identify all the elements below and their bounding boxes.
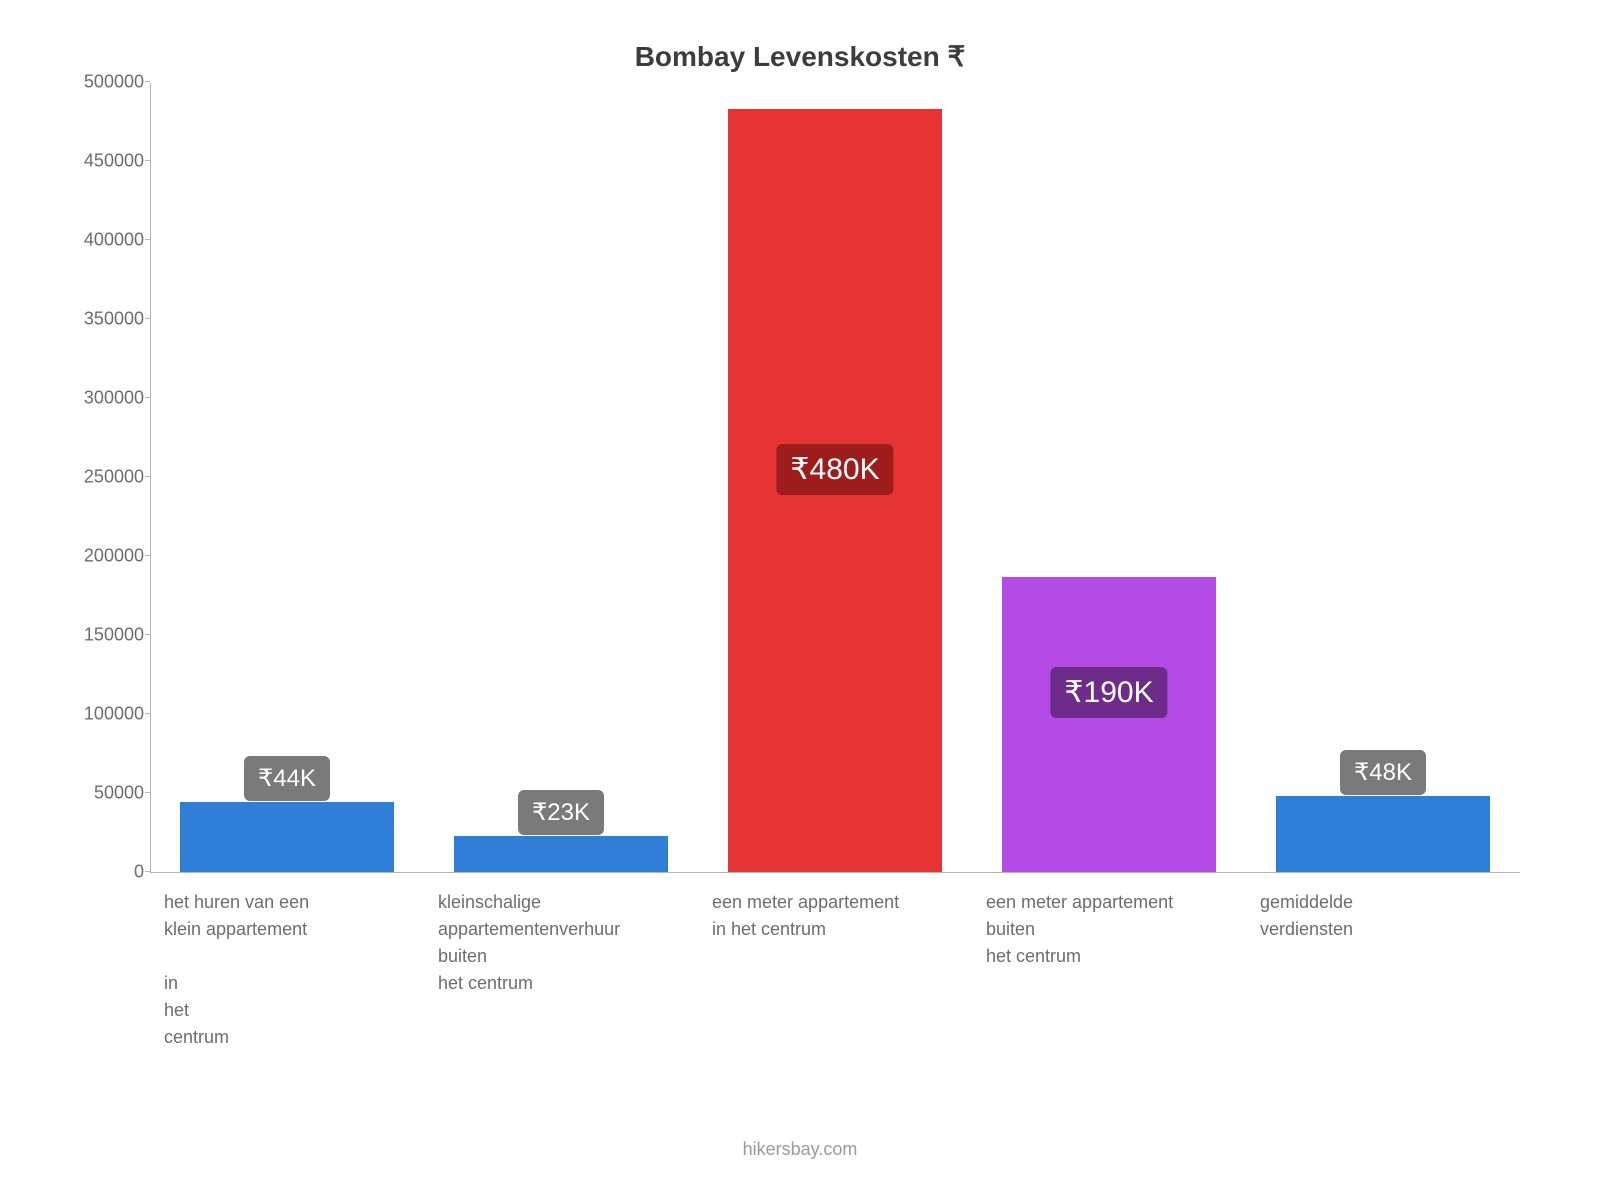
x-category-label: een meter appartementin het centrum [698,889,972,1051]
bar: ₹44K [180,802,394,872]
chart-container: Bombay Levenskosten ₹ 050000100000150000… [60,40,1540,1120]
x-category-label: kleinschaligeappartementenverhuurbuitenh… [424,889,698,1051]
x-category-label: het huren van eenklein appartementinhetc… [150,889,424,1051]
bar-value-label: ₹23K [518,790,604,835]
y-tick-label: 350000 [70,309,144,330]
chart-title: Bombay Levenskosten ₹ [60,40,1540,73]
bar-value-label: ₹480K [776,444,893,495]
y-tick-label: 250000 [70,467,144,488]
y-tick-label: 200000 [70,546,144,567]
plot-area: 0500001000001500002000002500003000003500… [150,83,1520,873]
y-tick-label: 0 [70,862,144,883]
bar: ₹190K [1002,577,1216,872]
y-tick-label: 150000 [70,625,144,646]
y-tick-label: 450000 [70,151,144,172]
bar: ₹480K [728,109,942,872]
bar-value-label: ₹190K [1050,667,1167,718]
bar-value-label: ₹44K [244,756,330,801]
bar-slot: ₹44K [150,83,424,872]
bar-slot: ₹480K [698,83,972,872]
bar: ₹48K [1276,796,1490,872]
bars-group: ₹44K ₹23K ₹480K ₹190K ₹48K [150,83,1520,872]
y-tick-label: 100000 [70,704,144,725]
y-tick-mark [145,81,150,82]
bar: ₹23K [454,836,668,872]
bar-slot: ₹190K [972,83,1246,872]
y-tick-label: 400000 [70,230,144,251]
x-category-label: een meter appartementbuitenhet centrum [972,889,1246,1051]
bar-slot: ₹48K [1246,83,1520,872]
bar-slot: ₹23K [424,83,698,872]
y-tick-label: 300000 [70,388,144,409]
bar-value-label: ₹48K [1340,750,1426,795]
x-labels: het huren van eenklein appartementinhetc… [150,873,1520,1051]
source-credit: hikersbay.com [60,1139,1540,1160]
y-tick-label: 500000 [70,72,144,93]
y-tick-label: 50000 [70,783,144,804]
x-category-label: gemiddeldeverdiensten [1246,889,1520,1051]
